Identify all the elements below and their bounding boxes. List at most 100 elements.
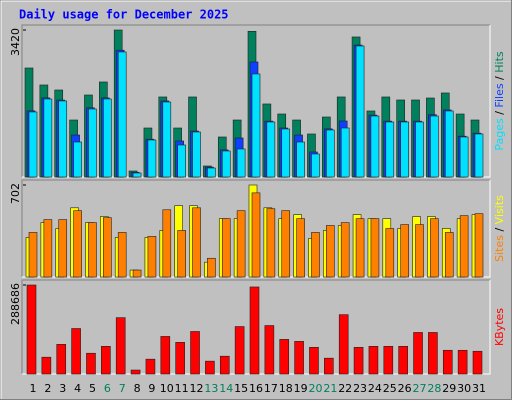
bar: [370, 115, 380, 178]
bar: [264, 325, 275, 375]
bar: [88, 222, 97, 278]
bar: [355, 45, 365, 178]
bar: [430, 115, 439, 178]
bar: [162, 101, 172, 178]
x-tick-label: 11: [175, 382, 189, 395]
legend-entry: Pages: [493, 118, 506, 151]
x-tick-label: 28: [427, 382, 441, 395]
bar: [147, 236, 157, 278]
bar: [428, 332, 438, 375]
bar: [73, 210, 82, 278]
bar: [103, 217, 112, 278]
bar: [385, 121, 395, 178]
legend-entry: Files: [493, 83, 506, 107]
bar: [400, 224, 409, 278]
bar: [88, 108, 97, 178]
x-tick-label: 5: [89, 382, 96, 395]
x-tick-label: 2: [44, 382, 51, 395]
x-tick-label: 4: [74, 382, 81, 395]
bar: [86, 352, 96, 375]
bar: [430, 218, 439, 278]
bar: [251, 73, 261, 178]
x-tick-label: 16: [249, 382, 263, 395]
legend-entry: Hits: [493, 51, 506, 73]
bar: [160, 336, 171, 375]
bar: [71, 328, 81, 375]
legend: Sites / Visits: [493, 195, 506, 262]
bar: [207, 257, 216, 278]
bar: [221, 218, 231, 278]
bar: [281, 210, 291, 278]
x-tick-label: 27: [413, 382, 427, 395]
bar: [474, 133, 484, 178]
bar: [192, 207, 201, 278]
bar: [311, 232, 320, 278]
x-tick-label: 1: [30, 382, 37, 395]
bar: [459, 136, 469, 178]
bar: [130, 369, 141, 375]
bar: [457, 349, 468, 375]
bar: [117, 232, 127, 278]
bar: [444, 232, 454, 278]
bar: [249, 286, 260, 375]
x-tick-label: 18: [279, 382, 293, 395]
bar: [43, 219, 53, 278]
legend-separator: /: [493, 108, 506, 119]
x-tick-label: 19: [294, 382, 308, 395]
bar: [340, 127, 350, 178]
x-tick-label: 13: [204, 382, 218, 395]
legend-entry: Visits: [493, 195, 506, 224]
bar: [296, 218, 305, 278]
x-tick-label: 17: [264, 382, 278, 395]
bar: [103, 98, 112, 178]
bar: [368, 346, 379, 375]
legend-entry: KBytes: [493, 308, 506, 346]
bar: [28, 232, 38, 278]
bar: [205, 360, 215, 375]
bar: [459, 215, 469, 278]
bar: [190, 331, 200, 375]
bar: [415, 224, 424, 278]
bar: [236, 148, 246, 178]
x-tick-label: 12: [190, 382, 204, 395]
bar: [472, 350, 483, 375]
bar: [355, 218, 365, 278]
bar: [221, 150, 231, 178]
bar: [266, 208, 276, 278]
x-tick-label: 7: [119, 382, 126, 395]
x-tick-label: 3: [59, 382, 66, 395]
bar: [281, 128, 291, 178]
x-tick-label: 21: [323, 382, 337, 395]
bar: [175, 342, 185, 375]
bar: [296, 141, 305, 178]
y-tick-label: 3420: [9, 28, 22, 56]
bar: [326, 225, 335, 278]
bar: [266, 121, 276, 178]
bar: [338, 314, 349, 375]
bar: [177, 230, 186, 278]
bar: [353, 346, 364, 375]
bar: [398, 346, 408, 375]
bar: [309, 346, 319, 375]
x-tick-label: 14: [219, 382, 233, 395]
x-tick-label: 26: [398, 382, 412, 395]
x-tick-label: 24: [368, 382, 382, 395]
bar: [28, 111, 38, 178]
x-tick-label: 25: [383, 382, 397, 395]
bar: [58, 219, 68, 278]
x-tick-label: 9: [148, 382, 155, 395]
bar: [147, 139, 157, 178]
bar: [340, 222, 350, 278]
chart-title: Daily usage for December 2025: [19, 8, 229, 22]
x-tick-label: 22: [338, 382, 352, 395]
legend-separator: /: [493, 73, 506, 84]
y-tick-label: 702: [9, 183, 22, 204]
bar: [251, 192, 261, 278]
panel-border: [21, 24, 490, 177]
bar: [370, 218, 380, 278]
x-tick-label: 23: [353, 382, 367, 395]
bar: [207, 167, 216, 178]
x-tick-label: 8: [134, 382, 141, 395]
